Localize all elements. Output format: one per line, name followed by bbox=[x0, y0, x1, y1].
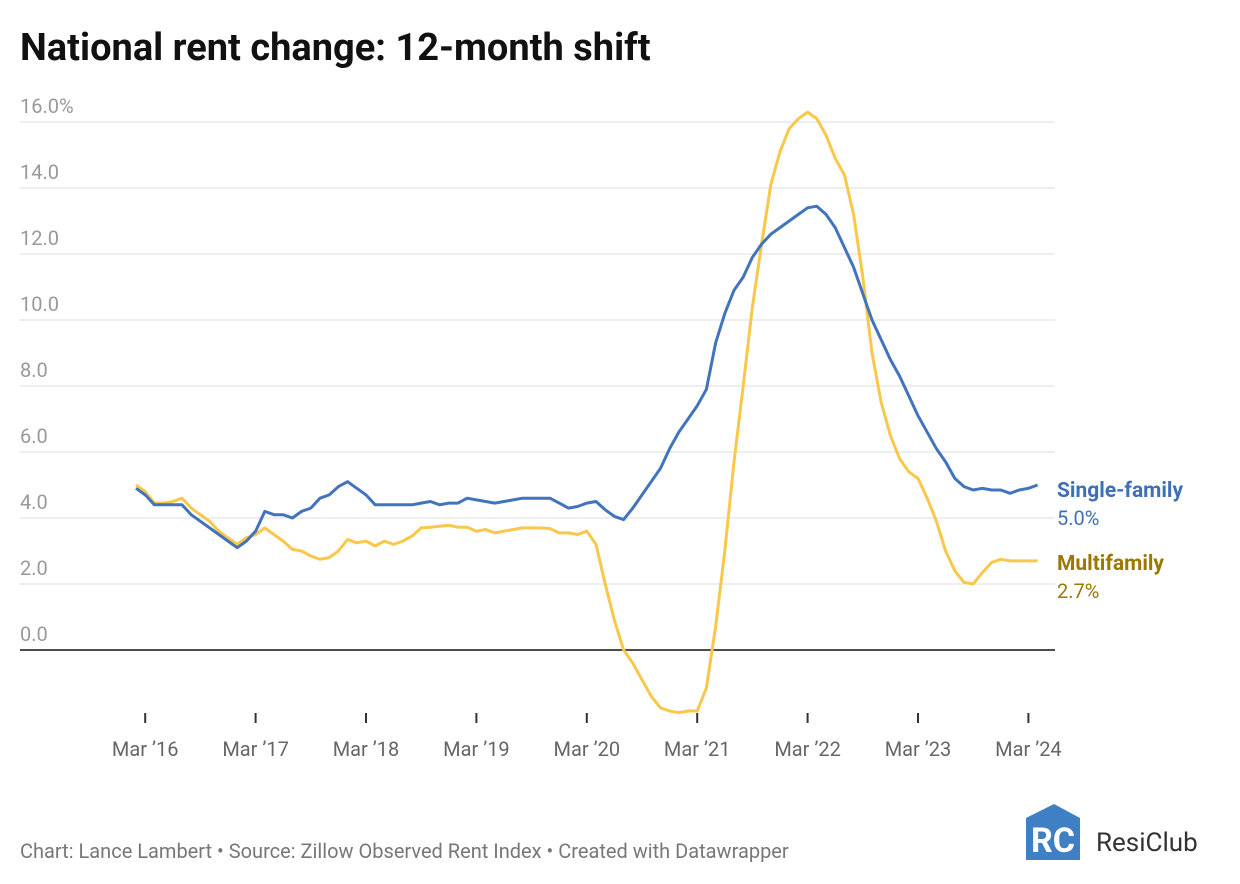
logo-icon bbox=[1026, 804, 1080, 860]
x-tick-label: Mar ’22 bbox=[774, 737, 841, 761]
series-line bbox=[135, 204, 1039, 550]
x-tick-label: Mar ’21 bbox=[664, 737, 731, 761]
source: Chart: Lance Lambert • Source: Zillow Ob… bbox=[20, 839, 789, 863]
y-tick-label: 4.0 bbox=[20, 490, 48, 514]
y-tick-label: 0.0 bbox=[20, 622, 48, 646]
chart-title: National rent change: 12-month shift bbox=[20, 26, 651, 70]
x-tick-label: Mar ’20 bbox=[554, 737, 621, 761]
x-tick-label: Mar ’23 bbox=[885, 737, 952, 761]
value-label: 5.0% bbox=[1057, 506, 1099, 530]
logo: RC ResiClub bbox=[1026, 804, 1198, 861]
value-label: 2.7% bbox=[1057, 579, 1099, 603]
y-tick-label: 12.0 bbox=[20, 226, 59, 250]
y-tick-label: 10.0 bbox=[20, 292, 59, 316]
y-tick-label: 2.0 bbox=[20, 556, 48, 580]
series-line bbox=[135, 110, 1038, 715]
x-tick-label: Mar ’18 bbox=[333, 737, 400, 761]
logo-name: ResiClub bbox=[1096, 828, 1198, 858]
y-tick-label: 8.0 bbox=[20, 358, 48, 382]
y-tick-label: 16.0% bbox=[20, 94, 74, 118]
legend-label: Single-family bbox=[1057, 479, 1183, 503]
x-tick-label: Mar ’24 bbox=[995, 737, 1062, 761]
x-tick-label: Mar ’16 bbox=[112, 737, 179, 761]
y-tick-label: 14.0 bbox=[20, 160, 59, 184]
y-tick-label: 6.0 bbox=[20, 424, 48, 448]
x-tick-label: Mar ’19 bbox=[443, 737, 510, 761]
legend-label: Multifamily bbox=[1057, 552, 1164, 576]
x-tick-label: Mar ’17 bbox=[222, 737, 289, 761]
logo-mark: RC bbox=[1031, 821, 1075, 861]
